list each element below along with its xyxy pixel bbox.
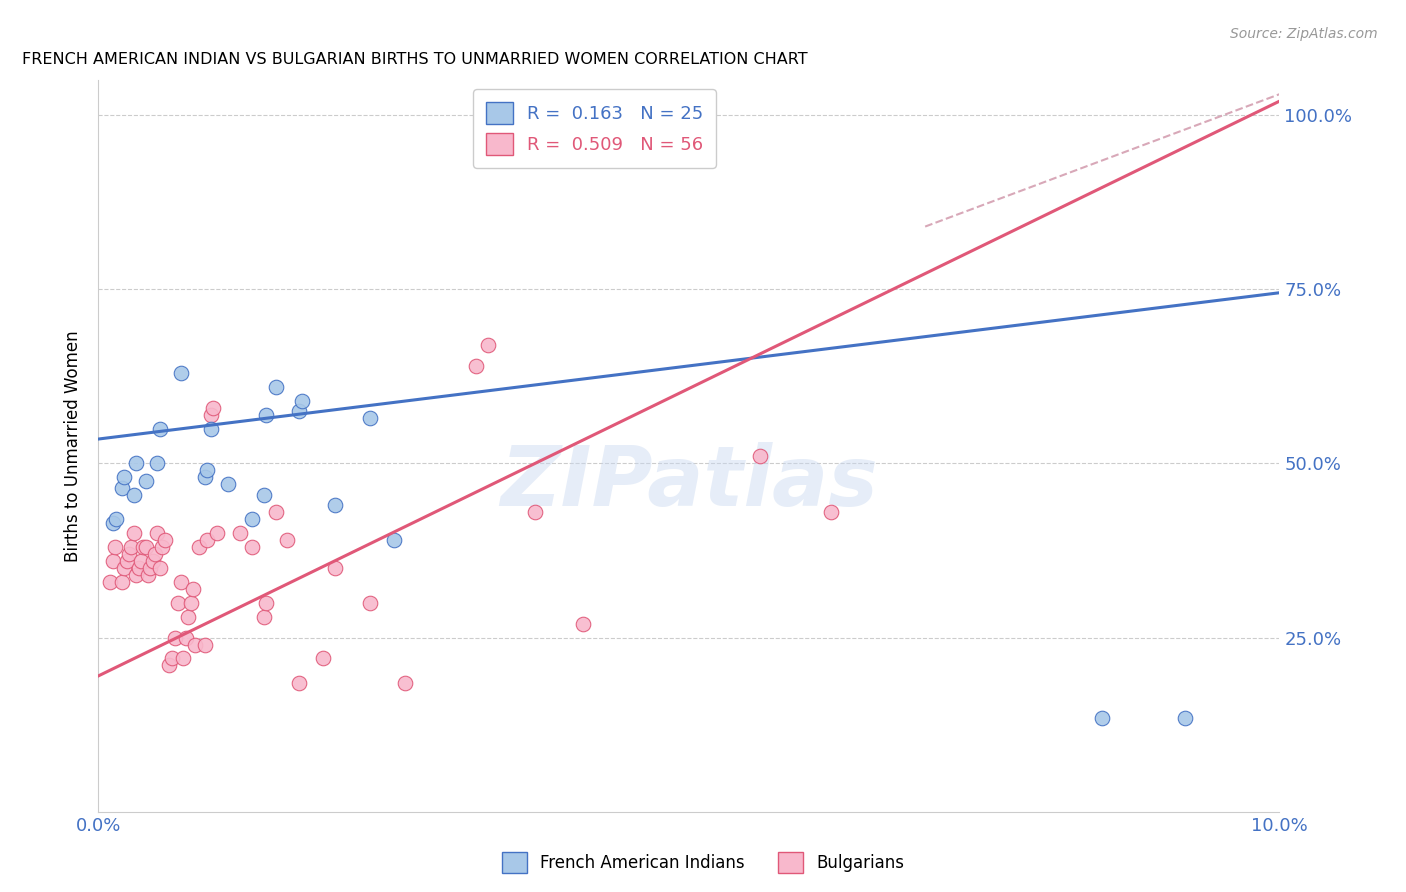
Point bbox=[181, 582, 204, 596]
Point bbox=[229, 526, 252, 541]
Point bbox=[195, 533, 218, 547]
Point bbox=[170, 366, 193, 380]
Point bbox=[1174, 711, 1197, 725]
Point bbox=[174, 631, 197, 645]
Y-axis label: Births to Unmarried Women: Births to Unmarried Women bbox=[63, 330, 82, 562]
Point bbox=[477, 338, 499, 352]
Point bbox=[122, 526, 145, 541]
Point bbox=[359, 596, 381, 610]
Point bbox=[217, 477, 239, 491]
Point bbox=[571, 616, 593, 631]
Point bbox=[194, 638, 217, 652]
Legend: R =  0.163   N = 25, R =  0.509   N = 56: R = 0.163 N = 25, R = 0.509 N = 56 bbox=[472, 89, 716, 168]
Point bbox=[254, 408, 277, 422]
Point bbox=[118, 547, 141, 561]
Point bbox=[820, 505, 842, 519]
Point bbox=[264, 505, 287, 519]
Point bbox=[150, 540, 173, 554]
Point bbox=[240, 540, 263, 554]
Point bbox=[253, 488, 276, 502]
Point bbox=[104, 540, 127, 554]
Point bbox=[288, 404, 311, 418]
Point bbox=[105, 512, 128, 526]
Point bbox=[194, 470, 217, 484]
Point bbox=[264, 380, 287, 394]
Point bbox=[748, 450, 770, 464]
Point bbox=[112, 561, 135, 575]
Text: ZIPatlas: ZIPatlas bbox=[501, 442, 877, 523]
Point bbox=[200, 408, 222, 422]
Point bbox=[98, 574, 121, 589]
Point bbox=[149, 561, 172, 575]
Point bbox=[142, 554, 165, 568]
Point bbox=[359, 411, 381, 425]
Point bbox=[1091, 711, 1114, 725]
Point bbox=[170, 574, 193, 589]
Point bbox=[146, 457, 169, 471]
Point bbox=[253, 609, 276, 624]
Point bbox=[122, 488, 145, 502]
Legend: French American Indians, Bulgarians: French American Indians, Bulgarians bbox=[495, 846, 911, 880]
Point bbox=[128, 561, 150, 575]
Point bbox=[394, 676, 416, 690]
Point bbox=[323, 561, 346, 575]
Point bbox=[290, 393, 312, 408]
Point bbox=[240, 512, 263, 526]
Point bbox=[135, 540, 157, 554]
Point bbox=[177, 609, 200, 624]
Text: FRENCH AMERICAN INDIAN VS BULGARIAN BIRTHS TO UNMARRIED WOMEN CORRELATION CHART: FRENCH AMERICAN INDIAN VS BULGARIAN BIRT… bbox=[21, 52, 807, 67]
Point bbox=[276, 533, 298, 547]
Point bbox=[184, 638, 207, 652]
Point bbox=[135, 474, 157, 488]
Point bbox=[160, 651, 183, 665]
Point bbox=[205, 526, 228, 541]
Point bbox=[382, 533, 405, 547]
Point bbox=[146, 526, 169, 541]
Point bbox=[101, 554, 124, 568]
Point bbox=[125, 457, 148, 471]
Point bbox=[139, 561, 162, 575]
Point bbox=[101, 516, 124, 530]
Point bbox=[288, 676, 311, 690]
Text: Source: ZipAtlas.com: Source: ZipAtlas.com bbox=[1230, 27, 1378, 41]
Point bbox=[111, 574, 134, 589]
Point bbox=[153, 533, 176, 547]
Point bbox=[149, 421, 172, 435]
Point bbox=[172, 651, 194, 665]
Point bbox=[132, 540, 155, 554]
Point bbox=[187, 540, 209, 554]
Point bbox=[111, 481, 134, 495]
Point bbox=[165, 631, 187, 645]
Point bbox=[166, 596, 188, 610]
Point bbox=[200, 421, 222, 435]
Point bbox=[180, 596, 202, 610]
Point bbox=[195, 463, 218, 477]
Point bbox=[125, 567, 148, 582]
Point bbox=[524, 505, 547, 519]
Point bbox=[136, 567, 159, 582]
Point bbox=[312, 651, 335, 665]
Point bbox=[121, 540, 143, 554]
Point bbox=[143, 547, 166, 561]
Point bbox=[112, 470, 135, 484]
Point bbox=[465, 359, 488, 373]
Point bbox=[254, 596, 277, 610]
Point bbox=[129, 554, 152, 568]
Point bbox=[201, 401, 224, 415]
Point bbox=[157, 658, 180, 673]
Point bbox=[115, 554, 138, 568]
Point bbox=[323, 498, 346, 512]
